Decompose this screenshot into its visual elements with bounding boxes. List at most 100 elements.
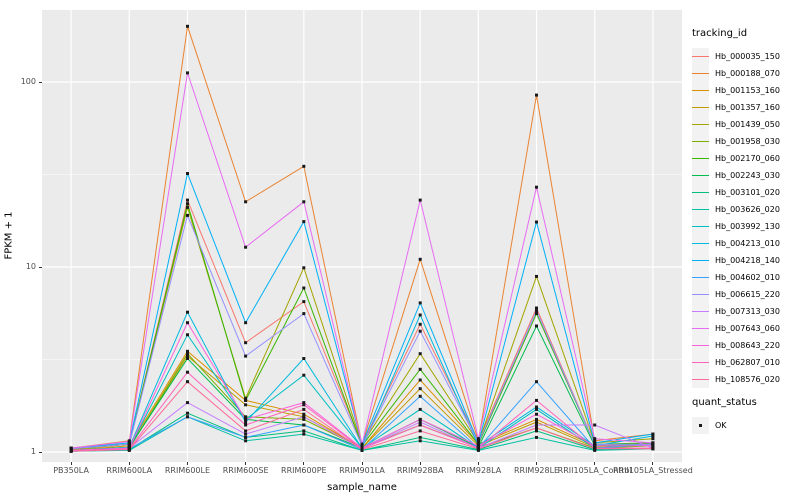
data-point	[535, 423, 538, 427]
legend-item-label: Hb_001958_030	[715, 137, 780, 146]
line-swatch-icon	[692, 192, 709, 194]
data-point	[476, 439, 480, 443]
data-point	[244, 429, 248, 433]
x-tick-mark	[477, 462, 479, 465]
data-point	[186, 352, 189, 356]
data-point	[535, 274, 538, 278]
data-point	[244, 398, 248, 402]
data-point	[360, 448, 364, 452]
line-swatch-icon	[692, 328, 709, 330]
data-point	[244, 415, 248, 419]
line-swatch-icon	[692, 124, 709, 126]
data-point	[244, 354, 248, 358]
data-point	[302, 286, 306, 290]
data-point	[418, 313, 422, 317]
legend-key-icon	[692, 201, 709, 218]
x-tick-label: RRIM600PE	[281, 466, 327, 475]
data-point	[476, 441, 480, 445]
data-point	[418, 407, 422, 411]
data-point	[302, 403, 306, 407]
line-swatch-icon	[692, 362, 709, 364]
x-tick-label: RRII105LA_Control	[557, 466, 632, 475]
legend-item-Hb_001958_030: Hb_001958_030	[692, 133, 800, 150]
data-point	[651, 444, 655, 448]
y-tick-label: 10	[25, 262, 36, 271]
data-point	[476, 437, 480, 441]
x-tick-label: RRIM600LA	[106, 466, 153, 475]
legend-item-Hb_108576_020: Hb_108576_020	[692, 371, 800, 388]
legend-item-label: Hb_007313_030	[715, 307, 780, 316]
legend-item-label: Hb_003992_130	[715, 222, 780, 231]
data-point	[244, 439, 248, 443]
x-tick-label: RRIM600SE	[222, 466, 269, 475]
x-axis-title: sample_name	[327, 482, 397, 493]
data-point	[651, 447, 655, 451]
line-swatch-icon	[692, 226, 709, 228]
y-tick-mark	[39, 81, 42, 83]
legend-item-label: Hb_003626_020	[715, 205, 780, 214]
data-point	[186, 415, 189, 419]
plot-canvas	[42, 10, 682, 462]
legend-item-label: Hb_006615_220	[715, 290, 780, 299]
x-tick-label: RRIM928LE	[513, 466, 560, 475]
data-point	[593, 423, 597, 427]
y-tick-mark	[39, 451, 42, 453]
line-swatch-icon	[692, 175, 709, 177]
data-point	[535, 220, 538, 224]
data-point	[418, 301, 422, 305]
data-point	[302, 417, 306, 421]
data-point	[244, 417, 248, 421]
data-point	[302, 401, 306, 405]
data-point	[186, 370, 189, 374]
legend-item-label: Hb_004602_010	[715, 273, 780, 282]
legend-key-icon	[692, 150, 709, 167]
line-swatch-icon	[692, 243, 709, 245]
legend-key-icon	[692, 303, 709, 320]
data-point	[418, 423, 422, 427]
legend-item-Hb_002170_060: Hb_002170_060	[692, 150, 800, 167]
legend-item-label: Hb_008643_220	[715, 341, 780, 350]
legend-quant-block: quant_status OK	[692, 397, 800, 434]
legend-key-icon	[692, 252, 709, 269]
legend-item-label: Hb_002170_060	[715, 154, 780, 163]
data-point	[418, 439, 422, 443]
data-point	[302, 312, 306, 316]
legend-key-icon	[692, 167, 709, 184]
legend-items: Hb_000035_150 Hb_000188_070 Hb_001153_160 H…	[692, 48, 800, 388]
legend-key-icon	[692, 320, 709, 337]
data-point	[418, 429, 422, 433]
legend-item-label: Hb_004213_010	[715, 239, 780, 248]
data-point	[535, 398, 538, 402]
data-point	[535, 420, 538, 424]
legend-item-Hb_004213_010: Hb_004213_010	[692, 235, 800, 252]
data-point	[535, 435, 538, 439]
legend-item-label: Hb_002243_030	[715, 171, 780, 180]
legend-key-icon	[692, 218, 709, 235]
data-point	[127, 448, 131, 452]
legend-key-icon	[692, 417, 709, 434]
data-point	[593, 437, 597, 441]
data-point	[418, 435, 422, 439]
data-point	[535, 185, 538, 189]
line-swatch-icon	[692, 141, 709, 143]
data-point	[302, 300, 306, 304]
legend-item-label: OK	[715, 421, 727, 430]
legend-item-label: Hb_108576_020	[715, 375, 780, 384]
data-point	[186, 205, 189, 209]
data-point	[418, 198, 422, 202]
legend-item-Hb_003101_020: Hb_003101_020	[692, 184, 800, 201]
legend-key-icon	[692, 116, 709, 133]
data-point	[535, 93, 538, 97]
data-point	[244, 321, 248, 325]
data-point	[593, 448, 597, 452]
data-point	[186, 321, 189, 325]
x-tick-mark	[245, 462, 247, 465]
data-point	[535, 324, 538, 328]
legend-key-icon	[692, 337, 709, 354]
data-point	[186, 24, 189, 28]
x-tick-mark	[419, 462, 421, 465]
data-point	[186, 411, 189, 415]
legend-key-icon	[692, 48, 709, 65]
data-point	[186, 354, 189, 358]
